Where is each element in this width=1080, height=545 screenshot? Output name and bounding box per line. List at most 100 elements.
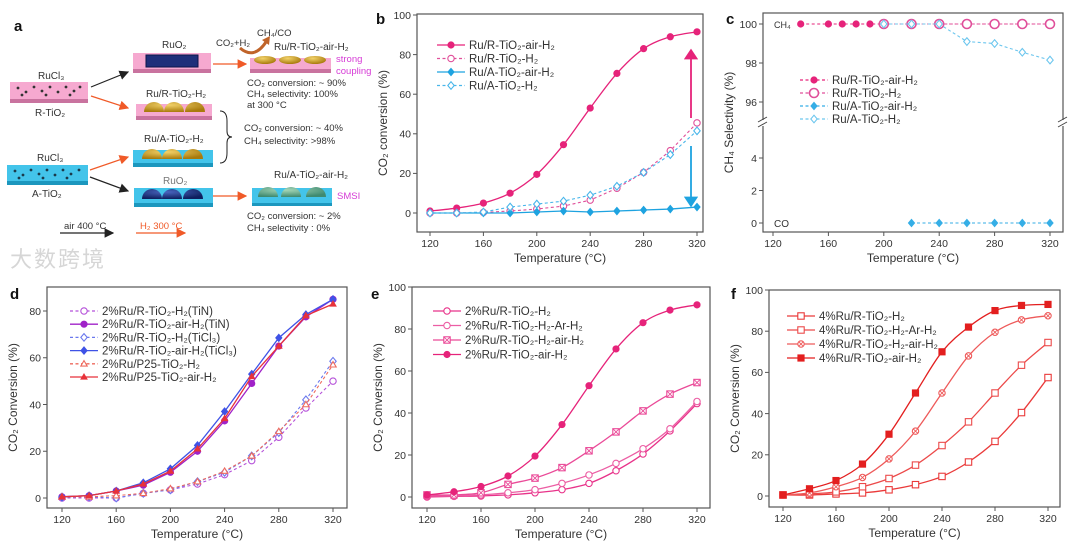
data-point-cross [992,329,998,335]
data-point [1017,408,1026,417]
x-tick-label: 320 [1041,238,1059,250]
h2-arrow-icon [90,95,130,110]
a-air-conversion-text: CO₂ conversion: ~ 2% [247,211,341,222]
data-point [1046,55,1054,65]
y-tick-label: 80 [29,306,41,318]
x-tick-label: 320 [324,514,342,526]
x-tick-label: 120 [418,514,436,526]
data-point [858,489,867,497]
data-point [532,199,541,209]
legend-label: 4%Ru/R-TiO₂-air-H₂ [819,353,921,365]
x-axis-label: Temperature (°C) [515,527,607,541]
data-point [479,199,487,207]
data-point [328,360,338,368]
data-point [963,218,971,228]
data-point [639,444,647,453]
data-point [808,87,820,99]
data-point [824,20,833,28]
legend-label: Ru/A-TiO₂-H₂ [832,114,901,126]
data-point [447,41,455,49]
data-point [693,119,701,127]
legend-label: 4%Ru/R-TiO₂-H₂-air-H₂ [819,339,938,351]
legend-label: Ru/A-TiO₂-air-H₂ [469,67,554,79]
data-point [779,491,787,499]
x-tick-label: 200 [880,513,898,525]
plot-frame [762,12,1064,233]
x-tick-label: 280 [270,514,288,526]
series-line [61,360,334,499]
r-air-selectivity-text: CH₄ selectivity: 100% [247,89,339,100]
data-point [247,451,256,459]
data-point [506,202,515,212]
h2-arrow-icon [89,155,130,171]
y-tick-label: 80 [399,49,411,61]
h2-conversion-text: CO₂ conversion: ~ 40% [244,123,344,134]
data-point [964,418,973,426]
data-point [885,430,893,438]
legend-label: 2%Ru/R-TiO₂-H₂-air-H₂ [465,335,584,347]
data-point [80,307,88,315]
legend-label: 2%Ru/R-TiO₂-H₂ [465,306,551,318]
ru-r-tio2-h2-slab [136,102,212,120]
data-point [586,190,595,200]
data-point [639,205,648,215]
y-tick-label: 60 [29,353,41,365]
data-point [935,19,944,29]
series-1: Ru/R-TiO₂-H₂ [426,54,701,217]
x-tick-label: 320 [1039,513,1057,525]
data-point [693,126,701,136]
data-point [1044,18,1056,30]
data-point-cross [693,379,701,387]
data-point-cross [477,489,485,497]
ru-a-tio2-air-h2-label: Ru/A-TiO₂-air-H₂ [274,170,348,181]
data-point [112,486,121,494]
y-tick-label: 60 [751,367,763,379]
y-tick-label: 40 [399,129,411,141]
data-point [964,458,973,466]
x-tick-label: 240 [216,514,234,526]
y-tick-label: 80 [394,324,406,336]
legend-label: Ru/R-TiO₂-air-H₂ [832,75,918,87]
series-3: 4%Ru/R-TiO₂-air-H₂ [779,300,1052,499]
data-point [80,373,88,380]
x-tick-label: 200 [528,238,546,250]
series-2: 2%Ru/R-TiO₂-H₂-air-H₂ [423,335,701,499]
series-3: 2%Ru/R-TiO₂-air-H₂ [423,301,701,499]
data-point [558,420,566,429]
data-point [1016,18,1028,30]
legend-label: 4%Ru/R-TiO₂-H₂ [819,311,905,323]
legend-label: 4%Ru/R-TiO₂-H₂-Ar-H₂ [819,325,937,337]
legend-label: Ru/R-TiO₂-air-H₂ [469,40,555,52]
y-tick-label: 80 [751,326,763,338]
data-point [797,20,805,28]
data-point [666,424,674,433]
data-point [450,488,458,496]
series-2: Ru/A-TiO₂-air-H₂ [800,101,1054,228]
data-point [585,471,593,479]
y-axis-label: CO₂ Conversion (%) [371,343,385,452]
data-point [797,354,805,362]
legend-label: 2%Ru/P25-TiO₂-air-H₂ [102,372,217,384]
data-point [964,323,973,331]
data-point [479,207,488,217]
data-point [447,54,455,63]
data-point [1044,373,1052,382]
data-point [990,38,999,49]
axis-break-gap [759,120,767,126]
chart-d: 120 160 200 240 280 320 0 20 40 60 80 Temperature (… [6,286,348,541]
air-legend-label: air 400 °C [64,221,106,232]
data-point [911,480,920,489]
data-point [991,306,999,315]
series-0: Ru/R-TiO₂-air-H₂ [426,28,701,215]
data-point [666,33,674,41]
legend-label: 2%Ru/R-TiO₂-air-H₂(TiCl₃) [102,346,237,358]
y-axis-label: CO₂ Conversion (%) [728,344,742,453]
series-line [62,364,334,498]
data-point-cross [612,428,620,436]
data-point [907,218,916,228]
y-tick-label: 0 [35,493,41,505]
x-axis-label: Temperature (°C) [151,527,243,541]
y-tick-label: 40 [29,399,41,411]
y-tick-label: 98 [745,58,757,70]
x-tick-label: 120 [774,513,792,525]
